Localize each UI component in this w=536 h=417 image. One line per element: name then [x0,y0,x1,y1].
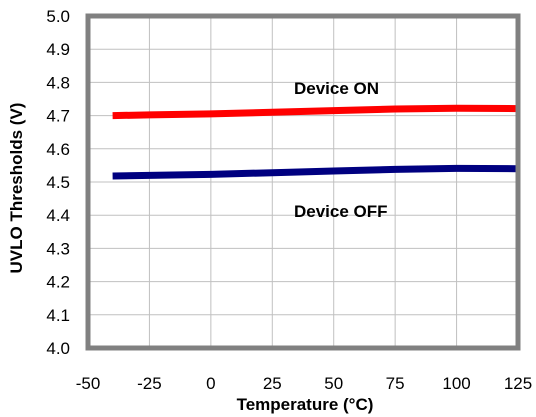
series-lines [112,104,519,180]
y-tick-label: 4.7 [46,107,70,126]
x-tick-label: 0 [206,374,215,393]
series-line-device-on [112,104,519,120]
annotation-device-off: Device OFF [294,202,388,221]
x-tick-label: -50 [76,374,101,393]
y-tick-label: 4.4 [46,206,70,225]
y-axis-title: UVLO Thresholds (V) [7,103,26,274]
x-tick-label: 50 [324,374,343,393]
y-tick-label: 4.0 [46,339,70,358]
y-tick-label: 4.1 [46,306,70,325]
x-tick-label: 75 [386,374,405,393]
x-axis-title: Temperature (°C) [237,395,374,414]
y-tick-label: 5.0 [46,7,70,26]
y-tick-label: 4.2 [46,273,70,292]
y-tick-label: 4.3 [46,239,70,258]
x-tick-label: 125 [504,374,532,393]
plot-frame [85,13,521,351]
x-tick-label: 25 [263,374,282,393]
x-tick-label: 100 [442,374,470,393]
y-tick-label: 4.9 [46,40,70,59]
grid-lines [87,15,519,349]
x-tick-label: -25 [137,374,162,393]
y-tick-labels: 4.0 4.1 4.2 4.3 4.4 4.5 4.6 4.7 4.8 4.9 5.0 [46,7,70,358]
y-tick-label: 4.5 [46,173,70,192]
x-tick-labels: -50 -25 0 25 50 75 100 125 [76,374,532,393]
y-tick-label: 4.6 [46,140,70,159]
annotation-device-on: Device ON [294,79,379,98]
series-line-device-off [112,164,519,180]
y-tick-label: 4.8 [46,73,70,92]
